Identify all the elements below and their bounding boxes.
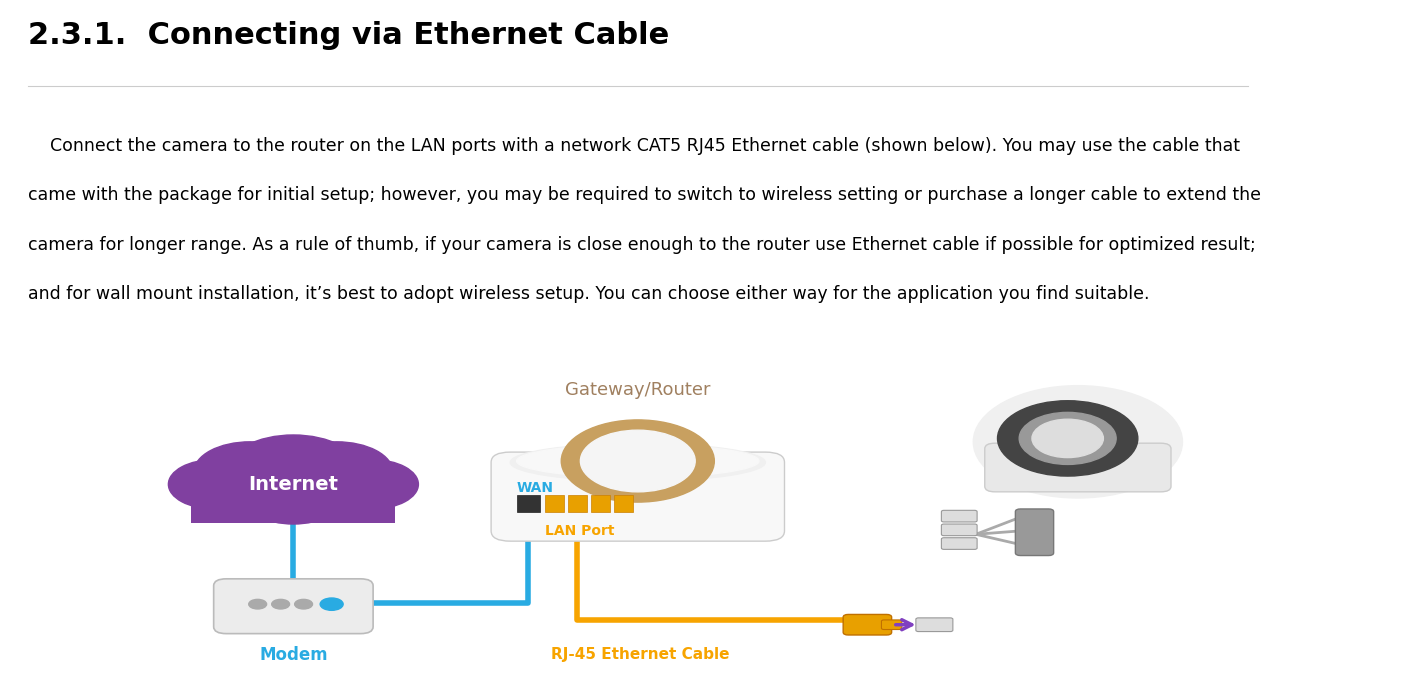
Circle shape xyxy=(217,464,324,522)
FancyBboxPatch shape xyxy=(916,618,953,632)
FancyBboxPatch shape xyxy=(942,524,977,536)
Text: Connect the camera to the router on the LAN ports with a network CAT5 RJ45 Ether: Connect the camera to the router on the … xyxy=(29,137,1240,155)
Circle shape xyxy=(320,598,342,610)
Text: WAN: WAN xyxy=(517,482,554,495)
FancyBboxPatch shape xyxy=(568,495,586,512)
Ellipse shape xyxy=(498,495,778,533)
Ellipse shape xyxy=(511,444,765,481)
Text: RJ-45 Ethernet Cable: RJ-45 Ethernet Cable xyxy=(551,647,729,662)
FancyBboxPatch shape xyxy=(545,495,564,512)
Circle shape xyxy=(1019,412,1116,464)
Text: and for wall mount installation, it’s best to adopt wireless setup. You can choo: and for wall mount installation, it’s be… xyxy=(29,285,1150,303)
Circle shape xyxy=(271,599,290,609)
Circle shape xyxy=(997,401,1137,476)
FancyBboxPatch shape xyxy=(517,495,539,512)
Text: 2.3.1.  Connecting via Ethernet Cable: 2.3.1. Connecting via Ethernet Cable xyxy=(29,21,669,49)
FancyBboxPatch shape xyxy=(614,495,632,512)
Text: camera for longer range. As a rule of thumb, if your camera is close enough to t: camera for longer range. As a rule of th… xyxy=(29,236,1256,253)
Circle shape xyxy=(1032,419,1103,458)
Text: LAN Port: LAN Port xyxy=(545,524,614,538)
FancyBboxPatch shape xyxy=(1016,509,1053,556)
FancyBboxPatch shape xyxy=(191,488,395,523)
FancyBboxPatch shape xyxy=(942,538,977,549)
Circle shape xyxy=(168,460,260,509)
FancyBboxPatch shape xyxy=(591,495,609,512)
Circle shape xyxy=(561,420,715,502)
FancyBboxPatch shape xyxy=(491,452,785,541)
Circle shape xyxy=(281,442,392,502)
Circle shape xyxy=(243,469,344,524)
FancyBboxPatch shape xyxy=(985,443,1172,492)
Circle shape xyxy=(581,430,695,492)
Circle shape xyxy=(973,386,1183,498)
Ellipse shape xyxy=(517,445,759,477)
Circle shape xyxy=(227,435,360,506)
Circle shape xyxy=(294,599,313,609)
FancyBboxPatch shape xyxy=(882,620,902,630)
Text: Internet: Internet xyxy=(248,475,338,494)
Text: Modem: Modem xyxy=(260,646,328,664)
Text: came with the package for initial setup; however, you may be required to switch : came with the package for initial setup;… xyxy=(29,186,1261,204)
Circle shape xyxy=(194,442,307,502)
Circle shape xyxy=(263,464,370,522)
Circle shape xyxy=(248,599,267,609)
FancyBboxPatch shape xyxy=(214,579,372,634)
Circle shape xyxy=(327,460,418,509)
Text: Gateway/Router: Gateway/Router xyxy=(565,382,711,399)
FancyBboxPatch shape xyxy=(843,614,892,635)
FancyBboxPatch shape xyxy=(942,510,977,522)
